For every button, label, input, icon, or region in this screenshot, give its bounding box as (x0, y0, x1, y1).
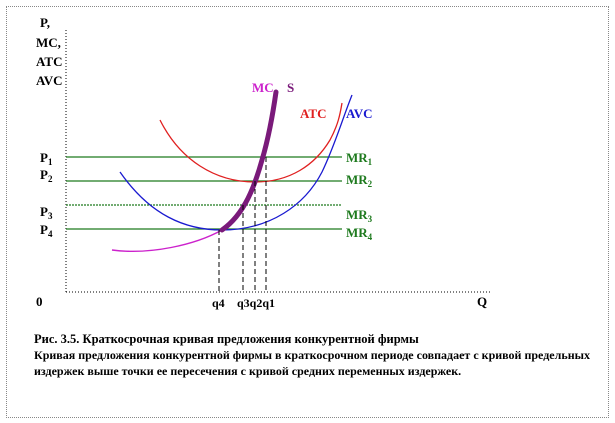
mr2-label: MR2 (346, 172, 373, 189)
x-axis-label: Q (477, 294, 487, 309)
atc-curve (159, 102, 343, 183)
avc-label: AVC (346, 106, 373, 121)
mr1-label: MR1 (346, 150, 373, 167)
mc-label: MC (252, 80, 274, 95)
mr4-label: MR4 (346, 225, 373, 242)
figure-border (6, 6, 609, 418)
y-axis-label-line: ATC (36, 54, 62, 69)
q4-label: q4 (212, 296, 225, 310)
caption-title: Рис. 3.5. Краткосрочная кривая предложен… (34, 332, 419, 346)
price-label-p2: P2 (40, 167, 53, 184)
price-label-p3: P3 (40, 204, 53, 221)
y-axis-label-line: P, (40, 15, 50, 30)
supply-curve (219, 89, 279, 233)
atc-label: ATC (300, 106, 326, 121)
price-label-p1: P1 (40, 150, 53, 167)
price-label-p4: P4 (40, 222, 53, 239)
y-axis-label-line: AVC (36, 73, 63, 88)
q3q2q1-label: q3q2q1 (237, 296, 275, 310)
mr3-label: MR3 (346, 207, 373, 224)
avc-curve (119, 94, 353, 231)
caption-body: Кривая предложения конкурентной фирмы в … (34, 348, 590, 378)
figure-caption: Рис. 3.5. Краткосрочная кривая предложен… (34, 331, 594, 379)
origin-label: 0 (36, 294, 43, 309)
y-axis-label-line: MC, (36, 35, 61, 50)
s-label: S (287, 80, 294, 95)
